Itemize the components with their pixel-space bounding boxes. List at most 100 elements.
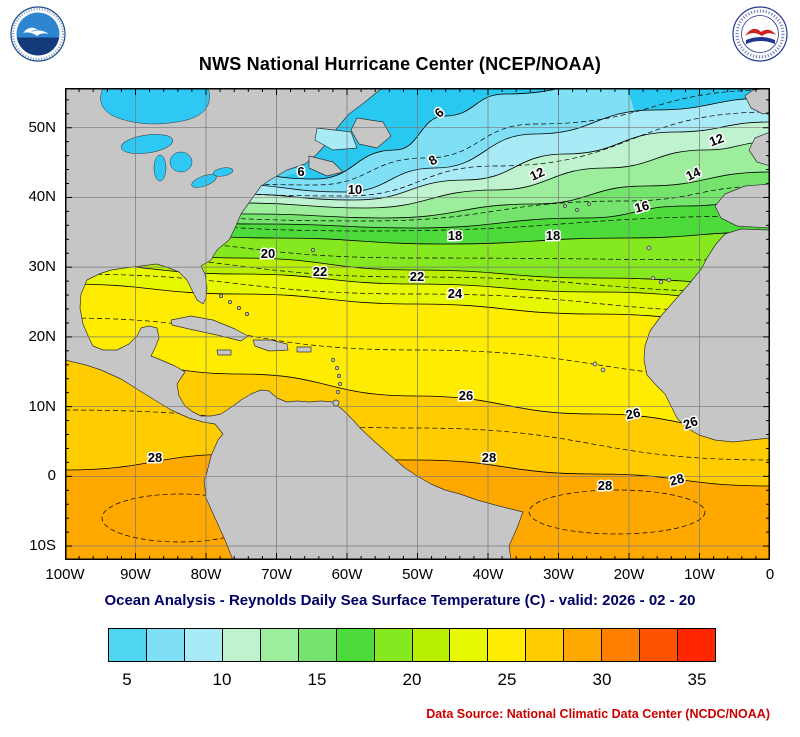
colorbar-cell [222, 629, 261, 661]
lon-tick-label: 20W [613, 566, 645, 583]
lon-tick-label: 10W [684, 566, 715, 583]
land-newfoundland [350, 117, 392, 149]
lake-huron [169, 151, 193, 173]
land-hispaniola [252, 339, 289, 352]
isotherm-label: 12 [707, 130, 726, 149]
land-france [748, 131, 770, 167]
lon-tick-label: 80W [190, 566, 222, 583]
land-bahamas [219, 294, 249, 316]
lake-superior [120, 134, 174, 154]
land-africa [643, 228, 770, 443]
colorbar-cell [450, 629, 489, 661]
colorbar-cell [260, 629, 299, 661]
isotherm-label: 28 [148, 450, 162, 465]
colorbar-cell [602, 629, 641, 661]
temperature-colorbar [108, 628, 716, 662]
lake-ontario [212, 167, 234, 177]
land-iberia [714, 183, 770, 229]
colorbar-tick-label: 15 [307, 670, 327, 689]
isotherm-label: 28 [482, 450, 496, 465]
isotherm-label: 26 [624, 405, 641, 423]
map-frame: 6 6 8 10 12 12 14 16 18 18 20 22 22 24 26 26 26 28 28 28 28 [65, 88, 770, 560]
isotherm-label: 18 [546, 228, 560, 243]
colorbar-tick-label: 20 [402, 670, 422, 689]
colorbar-cell [526, 629, 565, 661]
isotherm-label: 20 [261, 246, 275, 261]
isotherm-label: 10 [348, 182, 362, 197]
graticule-grid [65, 88, 770, 560]
nws-ring-text [735, 9, 785, 59]
page-title: NWS National Hurricane Center (NCEP/NOAA… [198, 54, 602, 74]
lat-tick-label: 10N [28, 397, 56, 415]
isotherm-label: 28 [668, 471, 686, 489]
nws-logo [732, 6, 788, 62]
isotherm-label: 22 [313, 264, 327, 279]
isotherm-label: 22 [410, 269, 424, 284]
noaa-ring-text [11, 7, 65, 61]
land-puerto-rico [296, 346, 312, 353]
isotherm-label: 26 [459, 388, 473, 403]
colorbar-tick-label: 30 [592, 670, 612, 689]
colorbar-cell [412, 629, 451, 661]
lon-tick-label: 30W [543, 566, 574, 583]
lon-tick-label: 50W [402, 566, 433, 583]
colorbar-cell [109, 629, 147, 661]
land-nova-scotia [308, 155, 344, 177]
lon-tick-label: 60W [331, 566, 363, 583]
land-azores [563, 202, 591, 212]
lat-tick-label: 20N [28, 327, 56, 345]
map-border [65, 88, 770, 560]
land-madeira [646, 245, 652, 251]
land-cape-verde [592, 361, 606, 373]
colorbar-cell [184, 629, 223, 661]
land-bermuda [311, 248, 315, 252]
lon-tick-label: 70W [261, 566, 292, 583]
noaa-logo [10, 6, 66, 62]
lat-tick-label: 40N [28, 188, 56, 206]
lat-tick-label: 0 [47, 467, 56, 485]
isotherm-label: 26 [681, 413, 700, 432]
colorbar-cell [564, 629, 603, 661]
map-caption: Ocean Analysis - Reynolds Daily Sea Surf… [104, 592, 696, 609]
colorbar-tick-label: 10 [212, 670, 232, 689]
nws-bird-icon [745, 28, 776, 36]
colorbar-cell [374, 629, 413, 661]
lakes [100, 88, 234, 188]
land-masses [65, 88, 770, 560]
colorbar-cell [640, 629, 679, 661]
lat-tick-label: 10S [29, 537, 56, 555]
isotherm-label: 18 [448, 228, 462, 243]
lat-tick-label: 50N [28, 118, 56, 136]
land-americas [65, 88, 524, 560]
isotherm-label: 28 [598, 478, 612, 493]
isotherm-label: 6 [297, 164, 304, 179]
lon-tick-label: 40W [472, 566, 504, 583]
hudson-bay [100, 88, 210, 125]
lon-tick-label: 100W [45, 566, 85, 583]
colorbar-cell [678, 629, 715, 661]
land-england [744, 88, 770, 115]
colorbar-tick-label: 5 [122, 670, 132, 689]
land-cuba [170, 315, 249, 342]
colorbar-cell [146, 629, 185, 661]
lake-michigan [153, 154, 167, 182]
nws-wave-icon [746, 37, 775, 44]
land-canary-islands [650, 275, 672, 285]
colorbar-cell [488, 629, 527, 661]
data-source-text: Data Source: National Climatic Data Cent… [426, 707, 770, 721]
isotherm-label: 16 [633, 198, 651, 216]
lon-tick-label: 90W [120, 566, 151, 583]
gulf-of-st-lawrence [314, 127, 358, 151]
lon-tick-label: 0 [765, 566, 775, 583]
colorbar-tick-label: 25 [497, 670, 517, 689]
colorbar-tick-label: 35 [687, 670, 707, 689]
colorbar-cell [336, 629, 375, 661]
lat-tick-label: 30N [28, 258, 56, 276]
land-jamaica [216, 349, 232, 356]
noaa-seagull-icon [23, 27, 49, 36]
isotherm-label: 24 [448, 286, 463, 301]
colorbar-cell [298, 629, 337, 661]
